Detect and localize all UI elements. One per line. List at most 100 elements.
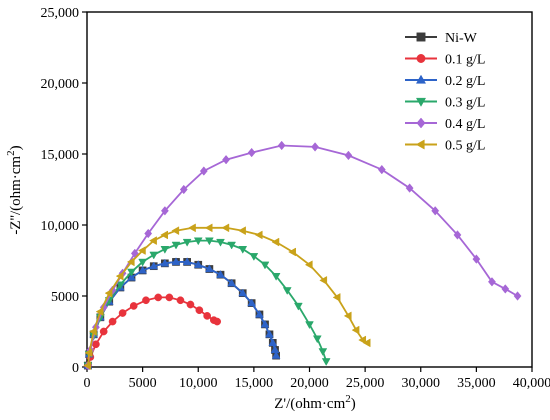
- series-layer: [83, 140, 522, 371]
- series-line: [87, 226, 368, 366]
- legend-marker: [415, 139, 425, 150]
- data-point: [165, 293, 174, 302]
- data-point: [311, 142, 319, 152]
- series-line: [87, 261, 277, 366]
- data-point: [488, 277, 496, 287]
- legend-marker: [415, 97, 427, 107]
- data-point: [358, 335, 367, 345]
- data-point: [271, 237, 280, 247]
- data-point: [204, 223, 213, 233]
- data-point: [319, 275, 328, 285]
- series-line: [87, 261, 277, 366]
- data-point: [138, 265, 148, 274]
- data-point: [149, 261, 159, 270]
- data-point: [108, 317, 117, 326]
- data-point: [270, 345, 280, 354]
- data-point: [160, 246, 170, 254]
- data-point: [160, 230, 169, 240]
- data-point: [282, 287, 292, 295]
- series-5: [83, 223, 371, 370]
- data-point: [221, 223, 230, 233]
- data-point: [118, 309, 127, 317]
- data-point: [268, 338, 278, 346]
- data-point: [247, 298, 257, 307]
- legend: Ni-W 0.1 g/L 0.2 g/L 0.3 g/L 0.4 g/L 0.5 g/L: [405, 31, 485, 154]
- legend-label: 0.3 g/L: [445, 96, 485, 111]
- data-point: [238, 246, 248, 254]
- data-point: [186, 300, 195, 309]
- data-point: [321, 358, 331, 366]
- data-point: [188, 223, 196, 233]
- data-point: [115, 271, 124, 281]
- y-tick-label: 5000: [51, 290, 79, 305]
- data-point: [129, 302, 138, 310]
- data-point: [405, 183, 414, 193]
- legend-item: 0.4 g/L: [405, 117, 485, 132]
- data-point: [222, 154, 230, 165]
- data-point: [271, 350, 281, 359]
- legend-item: 0.3 g/L: [405, 96, 485, 111]
- data-point: [255, 309, 264, 318]
- data-point: [160, 258, 170, 267]
- data-point: [193, 237, 203, 246]
- data-point: [260, 261, 270, 270]
- x-tick-label: 0: [84, 376, 91, 391]
- legend-label: 0.5 g/L: [445, 139, 485, 154]
- legend-marker: [415, 74, 427, 84]
- data-point: [332, 293, 341, 302]
- data-point: [343, 311, 352, 321]
- data-point: [293, 302, 303, 311]
- data-point: [127, 268, 136, 277]
- series-0: [84, 258, 280, 370]
- x-tick-label: 30,000: [402, 376, 441, 391]
- series-line: [87, 296, 218, 366]
- legend-item: 0.1 g/L: [405, 53, 485, 68]
- series-line: [87, 239, 328, 366]
- legend-marker: [416, 32, 426, 42]
- data-point: [453, 230, 462, 240]
- data-point: [176, 296, 185, 305]
- x-tick-label: 15,000: [235, 376, 274, 391]
- x-tick-label: 40,000: [513, 376, 550, 391]
- legend-marker: [416, 117, 426, 129]
- data-point: [304, 260, 313, 270]
- data-point: [99, 302, 108, 313]
- data-point: [84, 348, 93, 358]
- data-point: [431, 206, 440, 216]
- x-tick-label: 5000: [129, 376, 157, 391]
- data-point: [227, 241, 237, 250]
- x-tick-label: 10,000: [179, 376, 218, 391]
- data-point: [260, 319, 270, 328]
- data-point: [362, 338, 371, 348]
- data-point: [216, 270, 225, 278]
- data-point: [501, 284, 510, 294]
- data-point: [513, 291, 522, 301]
- data-point: [204, 237, 214, 246]
- data-point: [115, 281, 125, 290]
- data-point: [305, 321, 314, 330]
- data-point: [227, 278, 237, 287]
- data-point: [127, 272, 136, 281]
- x-tick-label: 25,000: [346, 376, 385, 391]
- data-point: [149, 251, 159, 260]
- data-point: [138, 258, 148, 267]
- data-point: [351, 325, 360, 335]
- data-point: [95, 307, 104, 317]
- legend-item: Ni-W: [405, 31, 478, 46]
- data-point: [312, 335, 322, 344]
- data-point: [199, 166, 208, 176]
- data-point: [238, 226, 246, 236]
- data-point: [277, 140, 286, 151]
- data-point: [247, 147, 256, 158]
- x-axis: 0 5000 10,000 15,000 20,000 25,000 30,000 35,00…: [84, 367, 550, 391]
- legend-label: 0.4 g/L: [445, 117, 485, 132]
- data-point: [154, 293, 163, 302]
- x-tick-label: 35,000: [457, 376, 496, 391]
- data-point: [83, 361, 92, 370]
- legend-label: Ni-W: [445, 31, 478, 46]
- y-tick-label: 15,000: [41, 148, 80, 163]
- data-point: [204, 264, 214, 273]
- data-point: [142, 296, 150, 305]
- data-point: [249, 253, 259, 261]
